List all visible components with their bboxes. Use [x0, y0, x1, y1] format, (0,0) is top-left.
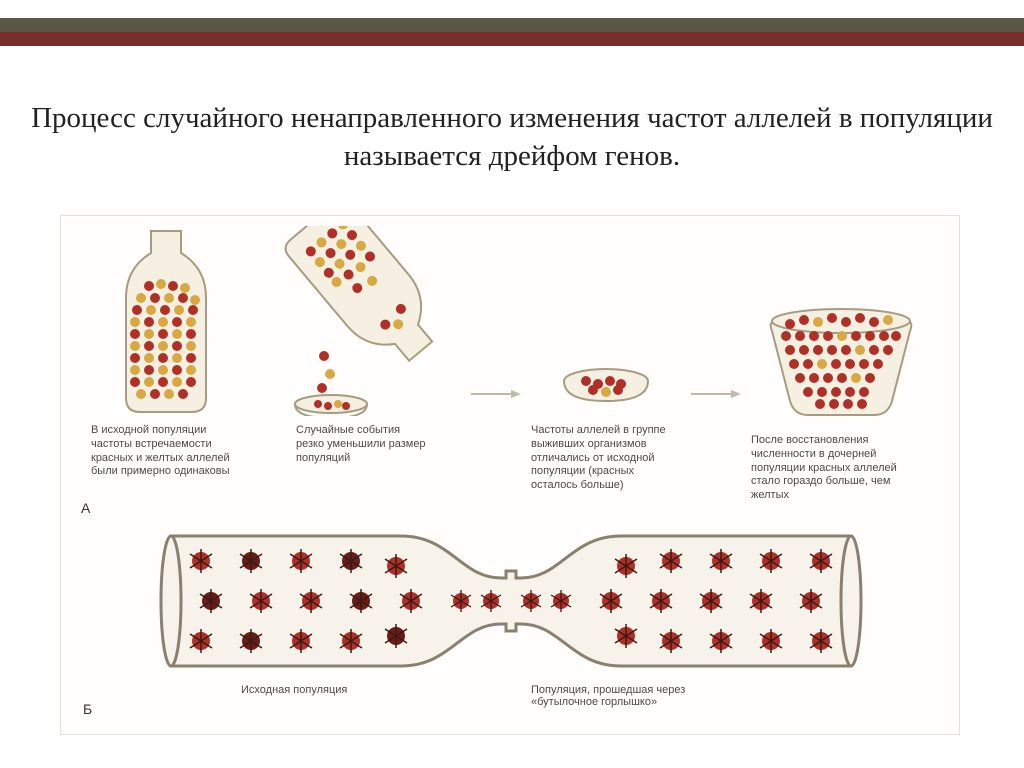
bar-bottom	[0, 32, 1024, 46]
caption-2: Случайные события резко уменьшили размер…	[296, 424, 426, 465]
row-b: Исходная популяция Популяция, прошедшая …	[151, 526, 869, 716]
stage-2: Случайные события резко уменьшили размер…	[276, 226, 456, 465]
b-caption-left: Исходная популяция	[241, 684, 347, 696]
arrow-2-icon	[691, 386, 741, 396]
stage-1: В исходной популяции частоты встречаемос…	[91, 226, 241, 479]
bottleneck-tube-icon	[151, 526, 871, 676]
page-title: Процесс случайного ненаправленного измен…	[0, 100, 1024, 175]
row-a: В исходной популяции частоты встречаемос…	[81, 226, 939, 516]
bar-top	[0, 18, 1024, 32]
caption-1: В исходной популяции частоты встречаемос…	[91, 424, 241, 479]
arrow-1-icon	[471, 386, 521, 396]
caption-3: Частоты аллелей в группе выживших органи…	[531, 424, 681, 493]
letter-a: А	[81, 500, 90, 516]
bottle-pouring-icon	[276, 226, 456, 416]
header-divider	[0, 18, 1024, 48]
stage-4: После восстановления численности в дочер…	[751, 296, 931, 503]
figure-container: В исходной популяции частоты встречаемос…	[60, 215, 960, 735]
letter-b: Б	[83, 701, 92, 717]
bottle-upright-icon	[111, 226, 221, 416]
bowl-restored-icon	[756, 296, 926, 426]
b-caption-right: Популяция, прошедшая через «бутылочное г…	[531, 684, 751, 708]
stage-3: Частоты аллелей в группе выживших органи…	[531, 346, 681, 493]
caption-4: После восстановления численности в дочер…	[751, 434, 901, 503]
dish-survivors-icon	[551, 346, 661, 416]
